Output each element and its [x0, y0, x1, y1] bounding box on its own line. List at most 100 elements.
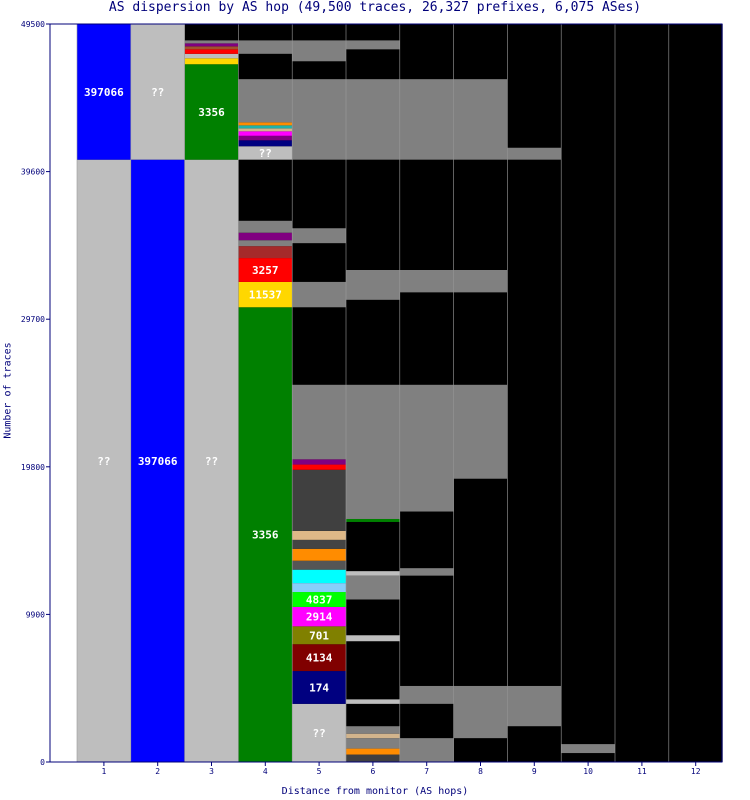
bar-segment — [292, 606, 346, 627]
column-background — [507, 24, 562, 762]
bar-segment — [453, 685, 508, 739]
bar-segment — [292, 539, 346, 549]
bar-segment — [346, 518, 400, 522]
bar-segment — [238, 281, 293, 308]
column-background — [668, 24, 723, 762]
bar-segment — [238, 220, 293, 233]
bar-segment — [292, 626, 346, 645]
bar-segment — [184, 58, 239, 65]
bar-segment — [184, 46, 239, 50]
y-tick-label: 49500 — [21, 20, 45, 29]
bar-segment — [292, 583, 346, 593]
bar-segment — [346, 699, 400, 704]
bar-segment — [238, 307, 293, 762]
y-tick-label: 29700 — [21, 315, 45, 324]
bar-segment — [238, 79, 293, 123]
x-tick-label: 4 — [263, 767, 268, 776]
bar-segment — [184, 40, 239, 44]
bar-segment — [292, 671, 346, 704]
bar-segment — [292, 592, 346, 607]
bar-segment — [453, 79, 508, 160]
bar-segment — [346, 40, 400, 50]
bar-segment — [238, 232, 293, 241]
bar-segment — [399, 568, 454, 576]
x-tick-label: 1 — [101, 767, 106, 776]
x-tick-label: 2 — [155, 767, 160, 776]
bar-segment — [292, 228, 346, 244]
segment-label: 4134 — [306, 652, 333, 665]
column-background — [615, 24, 669, 762]
x-tick-label: 3 — [209, 767, 214, 776]
bar-segment — [238, 258, 293, 282]
bar-segment — [238, 40, 293, 54]
bar-segment — [184, 43, 239, 47]
x-tick-label: 5 — [317, 767, 322, 776]
bar-segment — [507, 147, 562, 160]
y-tick-label: 0 — [40, 758, 45, 767]
x-tick-label: 8 — [478, 767, 483, 776]
bar-segment — [130, 159, 185, 762]
segment-label: ?? — [312, 727, 325, 740]
column-background — [561, 24, 615, 762]
bar-segment — [184, 64, 239, 160]
bar-segment — [238, 140, 293, 147]
bar-segment — [346, 754, 400, 762]
bar-segment — [238, 128, 293, 132]
x-tick-label: 7 — [424, 767, 429, 776]
bar-segment — [130, 24, 185, 160]
segment-label: ?? — [97, 455, 110, 468]
segment-label: 701 — [309, 629, 329, 642]
bar-segment — [346, 748, 400, 755]
bar-segment — [238, 246, 293, 259]
bar-segment — [346, 738, 400, 749]
bar-segment — [292, 703, 346, 762]
x-tick-label: 11 — [637, 767, 647, 776]
bar-segment — [292, 79, 346, 160]
bar-segment — [292, 530, 346, 540]
bar-segment — [399, 270, 454, 293]
x-tick-label: 6 — [370, 767, 375, 776]
bar-segment — [346, 384, 400, 519]
bar-segment — [453, 384, 508, 479]
x-tick-label: 10 — [583, 767, 593, 776]
bar-segment — [346, 571, 400, 576]
bar-segment — [399, 685, 454, 704]
bar-segment — [507, 685, 562, 727]
bar-segment — [238, 125, 293, 129]
y-tick-label: 19800 — [21, 463, 45, 472]
segment-label: 4837 — [306, 593, 333, 606]
segment-label: 397066 — [84, 86, 124, 99]
bar-segment — [399, 79, 454, 160]
segment-label: 3356 — [252, 529, 279, 542]
bar-segment — [346, 733, 400, 739]
bar-segment — [346, 575, 400, 600]
bar-segment — [77, 159, 131, 762]
plot-frame — [49, 23, 723, 763]
bar-segment — [238, 240, 293, 247]
y-tick-label: 39600 — [21, 168, 45, 177]
bar-segment — [292, 644, 346, 672]
segment-label: 11537 — [249, 289, 282, 302]
bar-segment — [399, 384, 454, 512]
bar-segment — [292, 548, 346, 561]
segment-label: 174 — [309, 681, 329, 694]
segment-label: 3356 — [198, 106, 225, 119]
y-tick-label: 9900 — [26, 610, 45, 619]
bar-segment — [184, 49, 239, 54]
x-tick-label: 12 — [691, 767, 701, 776]
bar-segment — [346, 79, 400, 160]
bar-segment — [184, 53, 239, 59]
bar-segment — [292, 464, 346, 470]
segment-label: ?? — [151, 86, 164, 99]
bar-segment — [238, 122, 293, 126]
bar-segment — [238, 135, 293, 141]
bar-segment — [77, 24, 131, 160]
segment-label: ?? — [259, 147, 272, 160]
bar-segment — [238, 146, 293, 160]
chart-title: AS dispersion by AS hop (49,500 traces, … — [108, 0, 642, 15]
bar-segment — [184, 159, 239, 762]
segment-label: 2914 — [306, 611, 333, 624]
bar-segment — [292, 469, 346, 531]
bar-segment — [238, 131, 293, 136]
